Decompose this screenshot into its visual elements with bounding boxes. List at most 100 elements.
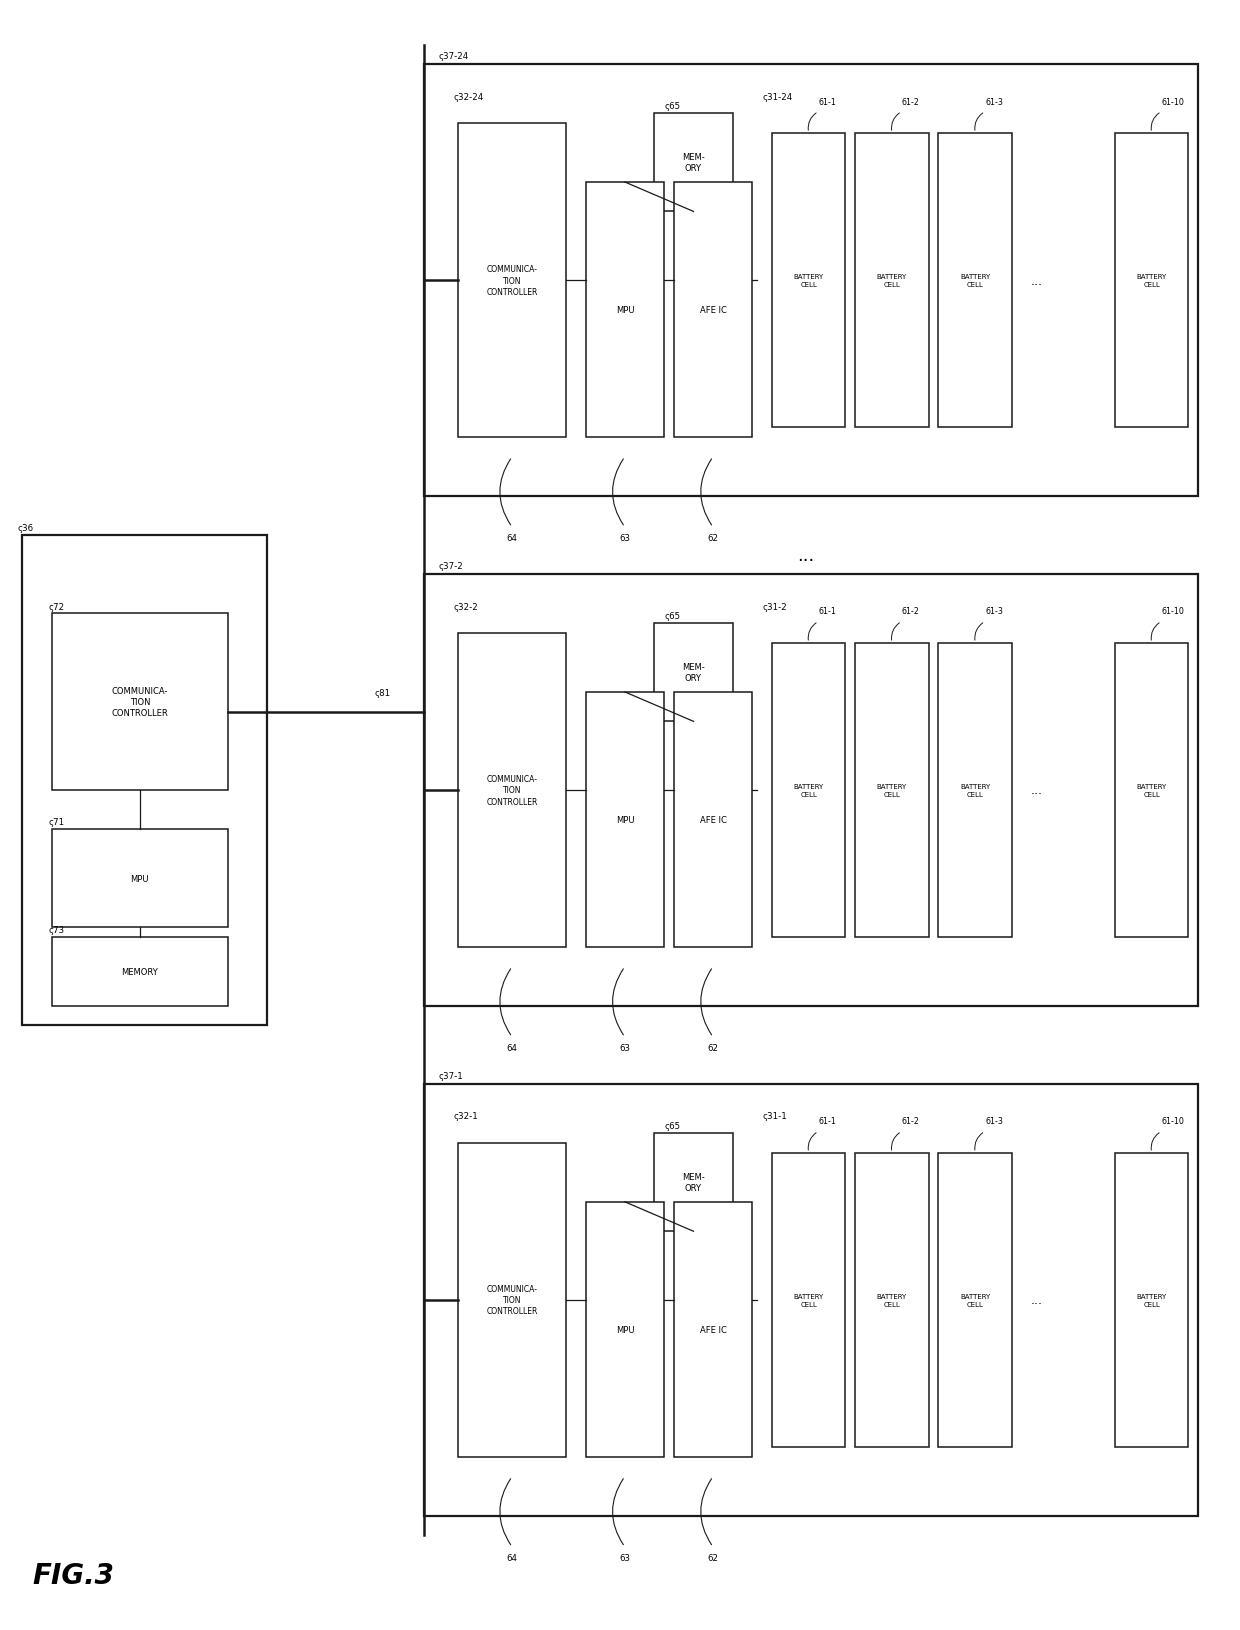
Bar <box>655 1133 733 1232</box>
Bar <box>449 615 743 967</box>
Text: COMMUNICA-
TION
CONTROLLER: COMMUNICA- TION CONTROLLER <box>486 1284 538 1315</box>
Bar <box>1115 644 1188 937</box>
Bar <box>585 183 665 438</box>
Text: BATTERY
CELL: BATTERY CELL <box>877 274 908 287</box>
Text: ς81: ς81 <box>374 688 391 698</box>
Text: 63: 63 <box>620 1553 630 1562</box>
Text: COMMUNICA-
TION
CONTROLLER: COMMUNICA- TION CONTROLLER <box>486 266 538 297</box>
Bar <box>459 124 567 438</box>
Text: MPU: MPU <box>615 1325 634 1333</box>
Text: 61-2: 61-2 <box>901 98 920 106</box>
Text: 63: 63 <box>620 1043 630 1053</box>
Text: 61-2: 61-2 <box>901 1117 920 1126</box>
Bar <box>856 644 929 937</box>
Text: 61-3: 61-3 <box>985 1117 1003 1126</box>
Text: 64: 64 <box>507 1043 517 1053</box>
Text: ς37-24: ς37-24 <box>439 52 469 62</box>
Bar <box>424 575 1198 1006</box>
Bar <box>758 104 1178 458</box>
Bar <box>856 1152 929 1447</box>
Bar <box>585 693 665 947</box>
Bar <box>459 634 567 947</box>
Bar <box>52 830 228 927</box>
Text: MEM-
ORY: MEM- ORY <box>682 663 704 683</box>
Text: AFE IC: AFE IC <box>699 815 727 825</box>
Text: 62: 62 <box>708 1043 719 1053</box>
Bar <box>449 104 743 458</box>
Text: 61-3: 61-3 <box>985 606 1003 616</box>
Bar <box>673 693 753 947</box>
Text: BATTERY
CELL: BATTERY CELL <box>1137 274 1167 287</box>
Text: ς65: ς65 <box>665 611 681 621</box>
Bar <box>758 1123 1178 1477</box>
Text: ς37-1: ς37-1 <box>439 1071 464 1081</box>
Text: ...: ... <box>797 546 815 564</box>
Text: 61-10: 61-10 <box>1162 98 1184 106</box>
Text: MPU: MPU <box>130 874 149 883</box>
Text: BATTERY
CELL: BATTERY CELL <box>960 1293 991 1307</box>
Bar <box>771 644 846 937</box>
Text: ...: ... <box>1030 274 1043 287</box>
Text: 61-10: 61-10 <box>1162 606 1184 616</box>
Text: COMMUNICA-
TION
CONTROLLER: COMMUNICA- TION CONTROLLER <box>486 774 538 807</box>
Text: BATTERY
CELL: BATTERY CELL <box>877 784 908 797</box>
Bar <box>939 134 1012 429</box>
Text: ...: ... <box>1030 1294 1043 1307</box>
Bar <box>424 1084 1198 1516</box>
Text: MPU: MPU <box>615 815 634 825</box>
Text: 61-2: 61-2 <box>901 606 920 616</box>
Text: ς31-1: ς31-1 <box>763 1112 787 1121</box>
Text: 63: 63 <box>620 533 630 543</box>
Text: COMMUNICA-
TION
CONTROLLER: COMMUNICA- TION CONTROLLER <box>112 686 169 717</box>
Text: BATTERY
CELL: BATTERY CELL <box>960 784 991 797</box>
Bar <box>939 644 1012 937</box>
Text: 61-3: 61-3 <box>985 98 1003 106</box>
Text: AFE IC: AFE IC <box>699 306 727 315</box>
Text: ς73: ς73 <box>48 926 64 934</box>
Text: ς31-24: ς31-24 <box>763 93 792 101</box>
Text: ς37-2: ς37-2 <box>439 562 464 570</box>
Text: AFE IC: AFE IC <box>699 1325 727 1333</box>
Text: ς32-1: ς32-1 <box>454 1112 479 1121</box>
Text: 62: 62 <box>708 533 719 543</box>
Bar <box>856 134 929 429</box>
Bar <box>585 1201 665 1457</box>
Text: BATTERY
CELL: BATTERY CELL <box>1137 784 1167 797</box>
Text: MPU: MPU <box>615 306 634 315</box>
Bar <box>52 615 228 791</box>
Bar <box>939 1152 1012 1447</box>
Text: FIG.3: FIG.3 <box>32 1562 114 1589</box>
Bar <box>673 183 753 438</box>
Text: ...: ... <box>1030 784 1043 797</box>
Bar <box>655 624 733 722</box>
Text: ς65: ς65 <box>665 103 681 111</box>
Bar <box>771 1152 846 1447</box>
Text: BATTERY
CELL: BATTERY CELL <box>877 1293 908 1307</box>
Bar <box>771 134 846 429</box>
Text: 61-1: 61-1 <box>818 98 836 106</box>
Text: 62: 62 <box>708 1553 719 1562</box>
Bar <box>1115 1152 1188 1447</box>
Text: MEM-
ORY: MEM- ORY <box>682 153 704 173</box>
Text: ς71: ς71 <box>48 818 64 826</box>
Text: ς65: ς65 <box>665 1121 681 1131</box>
Text: ς72: ς72 <box>48 601 64 611</box>
Text: ς36: ς36 <box>17 523 33 533</box>
Text: BATTERY
CELL: BATTERY CELL <box>1137 1293 1167 1307</box>
Bar <box>673 1201 753 1457</box>
Text: 64: 64 <box>507 533 517 543</box>
Text: 61-1: 61-1 <box>818 606 836 616</box>
Bar <box>52 937 228 1006</box>
Text: ς31-2: ς31-2 <box>763 601 787 611</box>
Bar <box>424 65 1198 497</box>
Bar <box>22 536 267 1025</box>
Text: MEM-
ORY: MEM- ORY <box>682 1172 704 1193</box>
Bar <box>459 1143 567 1457</box>
Text: BATTERY
CELL: BATTERY CELL <box>794 1293 823 1307</box>
Bar <box>1115 134 1188 429</box>
Bar <box>758 615 1178 967</box>
Text: BATTERY
CELL: BATTERY CELL <box>794 274 823 287</box>
Bar <box>655 114 733 212</box>
Text: 64: 64 <box>507 1553 517 1562</box>
Bar <box>449 1123 743 1477</box>
